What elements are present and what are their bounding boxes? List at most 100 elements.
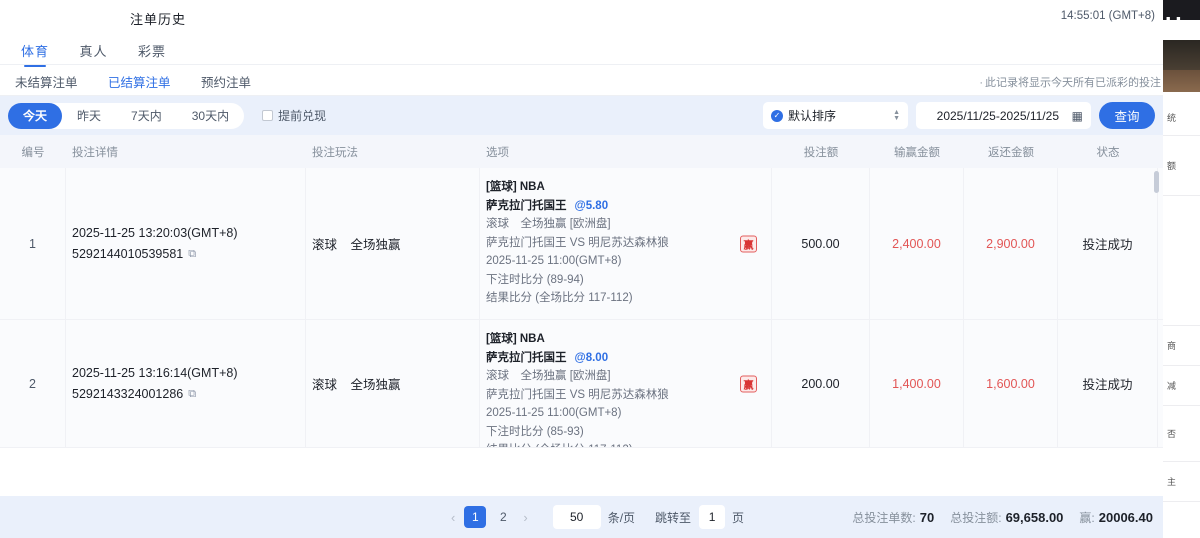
page-size-label: 条/页 [607, 510, 636, 525]
tab-lottery[interactable]: 彩票 [137, 44, 166, 59]
winloss-amount: 1,400.00 [892, 376, 941, 391]
column-header-returned: 返还金额 [988, 146, 1034, 159]
range-yesterday[interactable]: 昨天 [77, 109, 102, 123]
cell-status: 投注成功 [1058, 168, 1158, 319]
primary-tab-bar: 体育 真人 彩票 [0, 36, 1163, 65]
table-row[interactable]: 2 2025-11-25 13:16:14(GMT+8) 52921433240… [0, 320, 1163, 448]
total-stake-value: 69,658.00 [1005, 509, 1064, 525]
option-sport: [篮球] NBA [486, 181, 545, 193]
cashout-filter-label: 提前兑现 [278, 109, 327, 123]
background-row [1163, 196, 1200, 326]
range-7-days[interactable]: 7天内 [131, 109, 162, 123]
cell-index: 1 [0, 168, 66, 319]
total-count-label: 总投注单数: [852, 510, 916, 525]
option-final-score: 结果比分 (全场比分 117-112) [486, 441, 633, 447]
page-1-button[interactable]: 1 [464, 506, 487, 528]
tab-reserved-bets[interactable]: 预约注单 [200, 76, 251, 90]
cell-option: [篮球] NBA 萨克拉门托国王 @8.00 滚球 全场独赢 [欧洲盘] 萨克拉门… [480, 320, 772, 447]
date-range-picker[interactable]: 2025/11/25-2025/11/25 ▦ [916, 102, 1091, 129]
total-win: 赢: 20006.40 [1079, 509, 1153, 526]
status-text: 投注成功 [1082, 378, 1133, 392]
page-size-select[interactable]: 50 [552, 505, 601, 529]
returned-amount: 1,600.00 [986, 376, 1035, 391]
option-match: 萨克拉门托国王 VS 明尼苏达森林狼 [486, 388, 669, 401]
query-button[interactable]: 查询 [1099, 102, 1155, 129]
table-scrollbar-thumb[interactable] [1154, 171, 1159, 193]
table-row[interactable]: 1 2025-11-25 13:20:03(GMT+8) 52921440105… [0, 168, 1163, 320]
chevron-updown-icon[interactable]: ▲ ▼ [893, 108, 900, 122]
chevron-left-icon[interactable]: ‹ [451, 509, 456, 525]
calendar-icon[interactable]: ▦ [1071, 108, 1083, 123]
background-row: 减 [1163, 366, 1200, 406]
stake-amount: 200.00 [801, 376, 840, 391]
cell-playtype: 滚球 全场独赢 [306, 168, 480, 319]
background-topbar [1163, 0, 1200, 20]
summary-totals: 总投注单数: 70 总投注额: 69,658.00 赢: 20006.40 [852, 509, 1153, 526]
option-pick-row: 萨克拉门托国王 @5.80 [486, 197, 608, 216]
table-scrollbar[interactable] [1154, 171, 1159, 538]
table-header-row: 编号 投注详情 投注玩法 选项 投注额 输赢金额 返还金额 状态 [0, 135, 1163, 168]
total-count-value: 70 [919, 509, 935, 525]
cell-winloss: 1,400.00 [870, 320, 964, 447]
status-text: 投注成功 [1082, 238, 1133, 252]
option-market: 滚球 全场独赢 [欧洲盘] [486, 218, 611, 230]
background-hero-image-2 [1163, 70, 1200, 92]
secondary-tab-bar: 未结算注单 已结算注单 预约注单 · 此记录将显示今天所有已派彩的投注 [0, 65, 1163, 96]
win-label: 赢: [1079, 510, 1095, 525]
winloss-amount: 2,400.00 [892, 236, 941, 251]
jump-unit-label: 页 [732, 510, 745, 525]
play-type-group: 滚球 全场独赢 [312, 234, 401, 253]
range-30-days[interactable]: 30天内 [191, 109, 230, 123]
server-clock: 14:55:01 (GMT+8) [1060, 10, 1155, 22]
win-value: 20006.40 [1098, 509, 1153, 525]
cell-status: 投注成功 [1058, 320, 1158, 447]
records-notice: · 此记录将显示今天所有已派彩的投注 [979, 74, 1161, 90]
play-type: 滚球 [312, 378, 338, 392]
cell-returned: 1,600.00 [964, 320, 1058, 447]
tab-live-casino[interactable]: 真人 [79, 44, 108, 59]
play-type-group: 滚球 全场独赢 [312, 374, 401, 393]
row-index: 2 [29, 376, 36, 391]
total-stake-label: 总投注额: [950, 510, 1002, 525]
bets-table: 编号 投注详情 投注玩法 选项 投注额 输赢金额 返还金额 状态 1 2025-… [0, 135, 1163, 538]
option-pick: 萨克拉门托国王 [486, 199, 567, 212]
stake-amount: 500.00 [801, 236, 840, 251]
sort-select-value: 默认排序 [788, 109, 837, 123]
bet-id: 5292143324001286 [72, 386, 184, 401]
check-circle-icon: ✓ [771, 109, 783, 122]
column-header-option: 选项 [486, 146, 509, 159]
option-pick: 萨克拉门托国王 [486, 351, 567, 364]
sort-select[interactable]: ✓ 默认排序 ▲ ▼ [763, 102, 908, 129]
jump-page-input[interactable]: 1 [699, 505, 726, 529]
cell-detail: 2025-11-25 13:20:03(GMT+8) 5292144010539… [66, 168, 306, 319]
checkbox-icon[interactable] [262, 110, 274, 121]
cell-winloss: 2,400.00 [870, 168, 964, 319]
option-match-time: 2025-11-25 11:00(GMT+8) [486, 407, 622, 419]
copy-icon[interactable]: ⧉ [188, 247, 197, 260]
background-page: H 统 额 商 减 否 主 [1163, 0, 1200, 538]
column-header-status: 状态 [1096, 146, 1120, 159]
filter-bar: 今天 昨天 7天内 30天内 提前兑现 ✓ 默认排序 ▲ ▼ 2025/11/25… [0, 96, 1163, 135]
chevron-right-icon[interactable]: › [523, 509, 528, 525]
range-today[interactable]: 今天 [8, 102, 63, 129]
cell-stake: 200.00 [772, 320, 870, 447]
cell-option: [篮球] NBA 萨克拉门托国王 @5.80 滚球 全场独赢 [欧洲盘] 萨克拉门… [480, 168, 772, 319]
option-final-score: 结果比分 (全场比分 117-112) [486, 292, 633, 304]
copy-icon[interactable]: ⧉ [188, 387, 197, 400]
option-market: 滚球 全场独赢 [欧洲盘] [486, 370, 611, 382]
tab-unsettled-bets[interactable]: 未结算注单 [15, 76, 78, 90]
tab-settled-bets[interactable]: 已结算注单 [95, 65, 184, 99]
cashout-filter-checkbox[interactable]: 提前兑现 [262, 107, 326, 124]
result-badge: 赢 [740, 375, 757, 392]
records-notice-text: 此记录将显示今天所有已派彩的投注 [985, 77, 1161, 89]
tab-sports[interactable]: 体育 [8, 36, 62, 67]
column-header-detail: 投注详情 [72, 146, 118, 159]
cell-playtype: 滚球 全场独赢 [306, 320, 480, 447]
bet-time: 2025-11-25 13:20:03(GMT+8) [72, 225, 238, 240]
background-row: 否 [1163, 406, 1200, 462]
page-title: 注单历史 [130, 12, 187, 27]
page-2-button[interactable]: 2 [500, 510, 507, 524]
background-row: 额 [1163, 136, 1200, 196]
column-header-winloss: 输赢金额 [894, 146, 940, 159]
